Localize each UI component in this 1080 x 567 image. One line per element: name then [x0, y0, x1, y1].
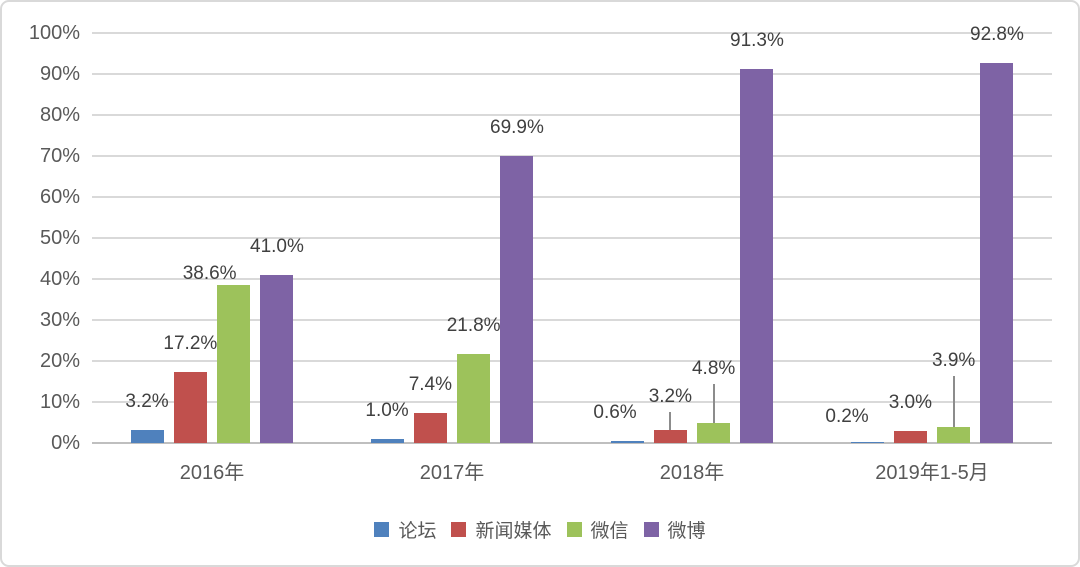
- data-label-series3-cat3: 4.8%: [691, 358, 736, 380]
- y-tick-label-100: 100%: [28, 22, 80, 44]
- gridline-70: [92, 155, 1052, 157]
- legend-label: 论坛: [398, 521, 437, 542]
- bar-series3-cat1: [217, 284, 251, 443]
- legend-label: 新闻媒体: [475, 521, 552, 542]
- bar-group-2: 1.0% 7.4% 21.8% 69.9% 2017年: [332, 33, 572, 484]
- bar-group-1: 3.2% 17.2% 38.6% 41.0% 2016年: [92, 33, 332, 484]
- x-category-label-1: 2016年: [179, 462, 245, 484]
- data-label-series1-cat1: 3.2%: [125, 390, 169, 412]
- data-label-series4-cat3: 91.3%: [730, 29, 784, 51]
- label-leader-line-series3-cat3: [712, 384, 715, 424]
- legend: 论坛 新闻媒体 微信 微博: [2, 516, 1078, 543]
- y-tick-label-80: 80%: [39, 104, 80, 126]
- bar-series4-cat1: [260, 274, 294, 443]
- data-label-series1-cat3: 0.6%: [593, 401, 637, 423]
- label-leader-line-series3-cat4: [952, 376, 955, 428]
- legend-swatch-icon: [451, 522, 467, 537]
- data-label-series3-cat4: 3.9%: [931, 350, 976, 372]
- bar-series2-cat2: [413, 412, 447, 443]
- bar-series1-cat2: [370, 438, 404, 443]
- bar-series1-cat3: [610, 440, 644, 443]
- legend-item-2: 新闻媒体: [451, 516, 552, 543]
- gridline-20: [92, 360, 1052, 362]
- legend-label: 微博: [667, 521, 706, 542]
- data-label-series2-cat2: 7.4%: [408, 373, 452, 395]
- bar-series3-cat2: [457, 353, 491, 443]
- bar-series3-cat4: [937, 427, 971, 443]
- data-label-series1-cat4: 0.2%: [825, 406, 869, 428]
- bar-series1-cat1: [130, 429, 164, 443]
- bar-series4-cat2: [500, 156, 534, 443]
- y-tick-label-50: 50%: [39, 227, 80, 249]
- data-label-series4-cat4: 92.8%: [970, 23, 1024, 45]
- gridline-50: [92, 237, 1052, 239]
- gridline-80: [92, 114, 1052, 116]
- gridline-90: [92, 73, 1052, 75]
- data-label-series1-cat2: 1.0%: [365, 399, 409, 421]
- legend-label: 微信: [590, 521, 629, 542]
- data-label-series3-cat2: 21.8%: [446, 314, 501, 336]
- plot-area: 0% 10% 20% 30% 40% 50% 60% 70% 80% 90% 100% 3.2% 17.…: [29, 23, 1052, 484]
- label-leader-line-series2-cat3: [669, 411, 672, 430]
- legend-item-4: 微博: [643, 516, 706, 543]
- x-category-label-3: 2018年: [659, 462, 725, 484]
- data-label-series4-cat1: 41.0%: [250, 235, 304, 257]
- bar-group-4: 0.2% 3.0% 3.9% 92.8% 2019年1-5月: [812, 25, 1052, 484]
- bar-series2-cat4: [893, 430, 927, 443]
- data-label-series3-cat1: 38.6%: [182, 262, 237, 284]
- legend-item-3: 微信: [566, 516, 629, 543]
- bar-series2-cat1: [173, 372, 207, 443]
- data-label-series2-cat4: 3.0%: [888, 391, 932, 413]
- bar-series4-cat3: [740, 68, 774, 443]
- legend-swatch-icon: [374, 522, 390, 537]
- data-label-series2-cat1: 17.2%: [163, 333, 218, 355]
- legend-swatch-icon: [643, 522, 659, 537]
- bar-series1-cat4: [850, 442, 884, 443]
- y-tick-label-60: 60%: [39, 186, 80, 208]
- gridline-30: [92, 319, 1052, 321]
- y-tick-label-90: 90%: [39, 63, 80, 85]
- x-axis-line: [92, 442, 1052, 444]
- gridline-10: [92, 401, 1052, 403]
- bar-series2-cat3: [653, 429, 687, 443]
- y-tick-label-20: 20%: [39, 350, 80, 372]
- bar-series3-cat3: [697, 423, 731, 443]
- legend-swatch-icon: [566, 522, 582, 537]
- gridline-60: [92, 196, 1052, 198]
- gridline-100: [92, 32, 1052, 34]
- x-category-label-4: 2019年1-5月: [875, 462, 989, 484]
- y-tick-label-0: 0%: [51, 432, 80, 454]
- gridline-40: [92, 278, 1052, 280]
- data-label-series4-cat2: 69.9%: [490, 117, 544, 139]
- data-label-series2-cat3: 3.2%: [648, 385, 692, 407]
- bar-group-3: 0.6% 3.2% 4.8% 91.3% 2018年: [572, 29, 812, 484]
- y-tick-label-10: 10%: [39, 391, 80, 413]
- bar-series4-cat4: [980, 62, 1014, 443]
- legend-item-1: 论坛: [374, 516, 436, 543]
- y-tick-label-70: 70%: [39, 145, 80, 167]
- y-tick-label-40: 40%: [39, 268, 80, 290]
- x-category-label-2: 2017年: [419, 462, 485, 484]
- y-tick-label-30: 30%: [39, 309, 80, 331]
